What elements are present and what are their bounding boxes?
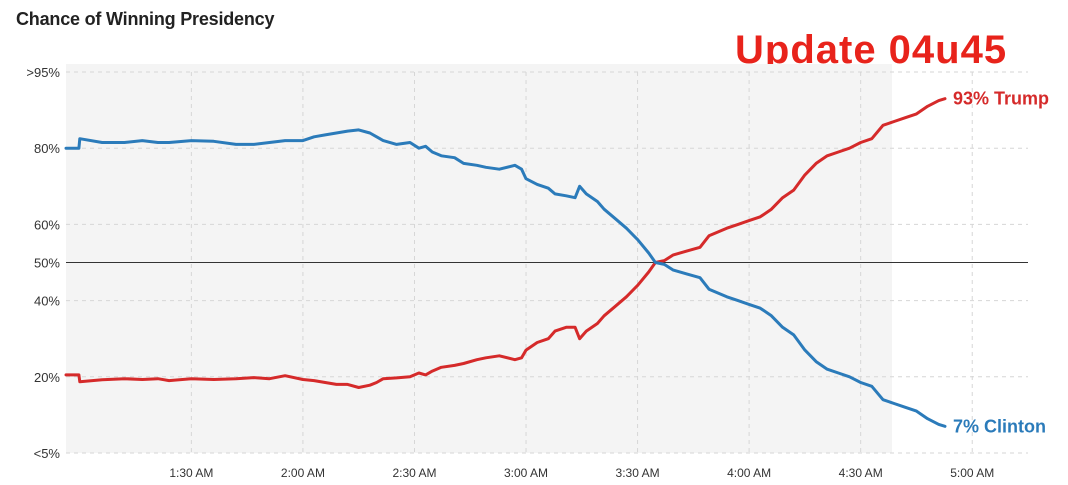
plot-background: [66, 64, 892, 453]
gridlines: [66, 71, 1028, 454]
series-end-labels: 93% Trump 7% Clinton: [953, 89, 1049, 437]
x-tick-label: 5:00 AM: [950, 466, 994, 480]
x-tick-label: 4:30 AM: [839, 466, 883, 480]
chart-title: Chance of Winning Presidency: [16, 9, 275, 29]
y-tick-label: <5%: [34, 446, 61, 461]
x-tick-label: 2:30 AM: [392, 466, 436, 480]
x-tick-label: 2:00 AM: [281, 466, 325, 480]
series-line-trump: [64, 97, 947, 389]
y-tick-label: 80%: [34, 141, 60, 156]
series-lines: [64, 97, 947, 428]
x-tick-label: 3:30 AM: [616, 466, 660, 480]
x-axis-ticks: 1:30 AM 2:00 AM 2:30 AM 3:00 AM 3:30 AM 4:00 …: [169, 466, 994, 480]
end-label-clinton: 7% Clinton: [953, 416, 1046, 436]
x-tick-label: 3:00 AM: [504, 466, 548, 480]
x-tick-label: 1:30 AM: [169, 466, 213, 480]
y-axis-ticks: >95% 80% 60% 50% 40% 20% <5%: [26, 65, 60, 461]
y-tick-label: 40%: [34, 294, 60, 309]
shaded-region: [66, 64, 892, 453]
series-line-clinton: [64, 128, 947, 428]
end-label-trump: 93% Trump: [953, 89, 1049, 109]
x-tick-label: 4:00 AM: [727, 466, 771, 480]
y-tick-label: 50%: [34, 256, 60, 271]
y-tick-label: 20%: [34, 370, 60, 385]
y-tick-label: >95%: [26, 65, 60, 80]
y-tick-label: 60%: [34, 217, 60, 232]
